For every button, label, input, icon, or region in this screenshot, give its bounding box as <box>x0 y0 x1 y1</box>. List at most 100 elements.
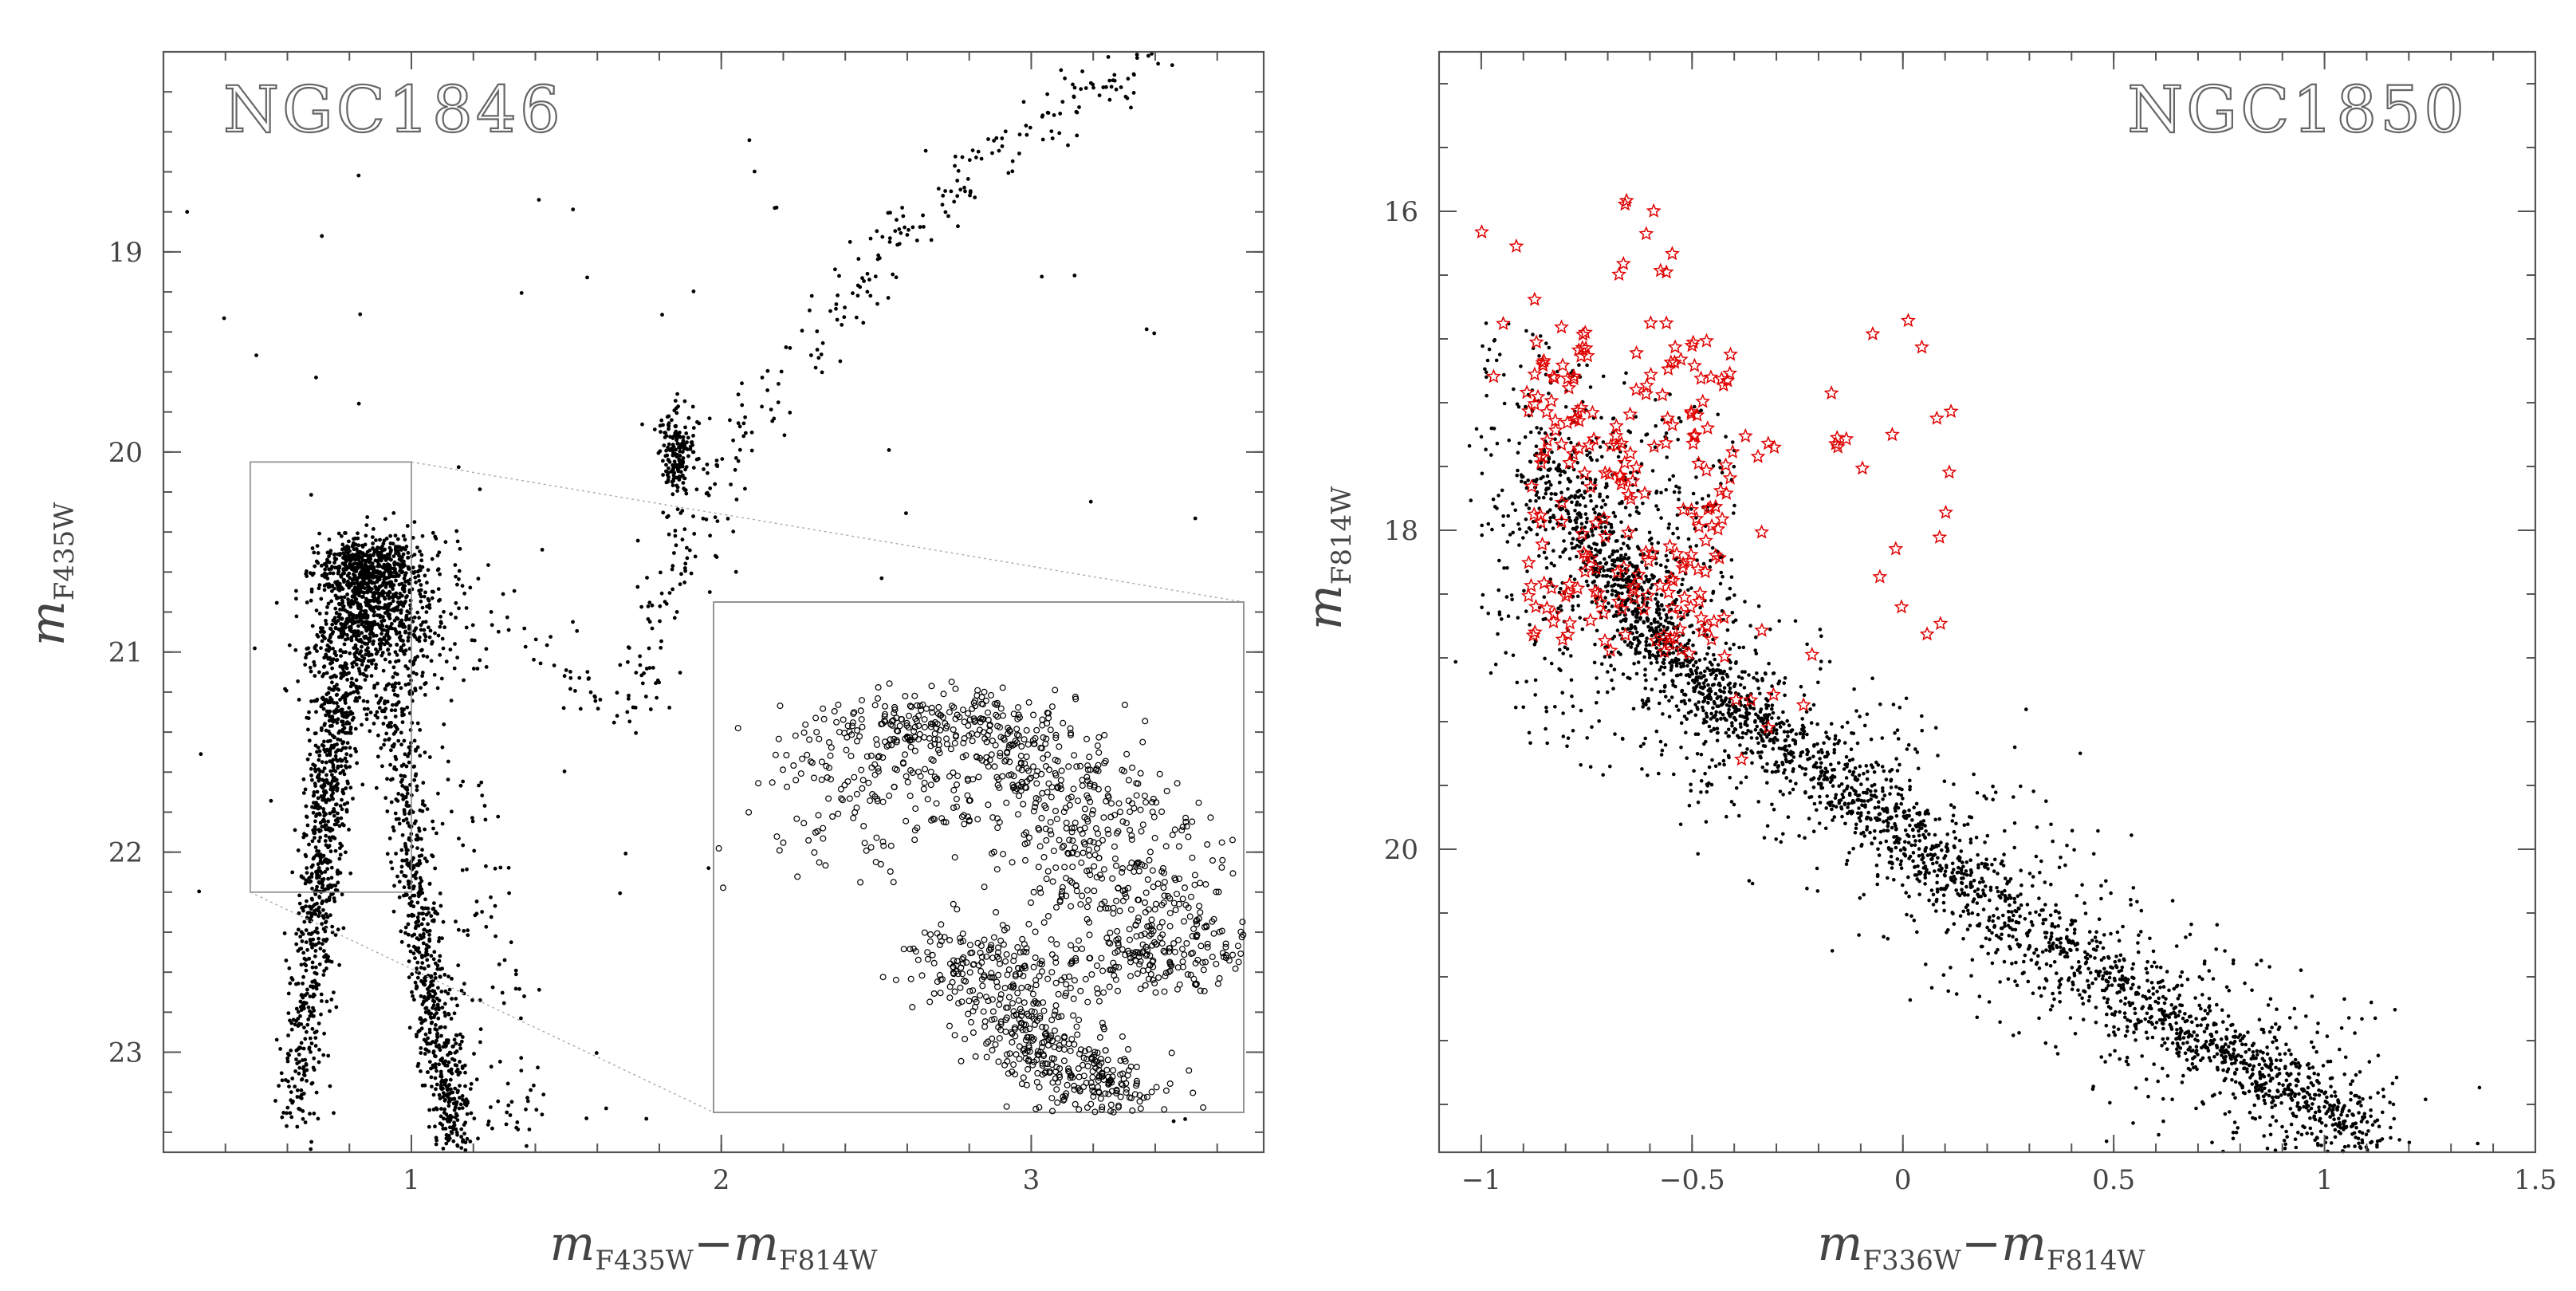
data-point-rgb <box>1017 152 1021 155</box>
data-point-ms <box>431 957 436 962</box>
data-point-ms <box>396 738 401 743</box>
data-point-ms <box>448 1113 453 1118</box>
data-point-red-clump <box>675 453 679 457</box>
data-point-ms <box>304 572 309 577</box>
data-point-ms <box>317 914 321 919</box>
data-point-ms <box>324 622 328 626</box>
data-point-ms <box>368 554 373 559</box>
data-point-field <box>484 665 489 669</box>
data-point-ms-binary <box>360 663 364 667</box>
data-point-rgb <box>765 368 770 373</box>
data-point-ms <box>317 866 321 870</box>
data-point-ms <box>311 856 316 861</box>
data-point-ms-binary <box>391 511 396 515</box>
data-point-ms <box>287 966 292 970</box>
data-point-ms <box>313 912 318 916</box>
data-point-ms <box>429 974 434 978</box>
data-point-ms <box>406 848 410 852</box>
data-point-ms <box>434 1023 438 1027</box>
data-point-ms <box>317 754 322 758</box>
data-point-ms <box>338 841 343 846</box>
data-point-ms <box>312 1056 317 1061</box>
data-point-ms <box>316 1116 321 1121</box>
data-point-ms <box>309 932 313 936</box>
data-point-ms <box>358 584 363 588</box>
data-point-ms <box>337 856 342 861</box>
data-point-ms <box>431 1050 436 1055</box>
data-point-ms <box>427 1060 432 1064</box>
data-point-rgb <box>639 673 644 678</box>
data-point-ms <box>313 1044 318 1048</box>
data-point-ms <box>305 947 309 952</box>
data-point-ms <box>322 1031 326 1036</box>
data-point-ms-binary <box>435 553 440 558</box>
data-point-ms <box>445 1088 450 1092</box>
data-point-ms <box>317 612 322 616</box>
data-point-ms <box>411 886 415 891</box>
data-point-ms <box>435 966 440 971</box>
data-point-ms <box>397 880 402 884</box>
data-point-ms <box>360 580 365 584</box>
data-point-ms-binary <box>529 1088 533 1092</box>
data-point-ms-binary <box>435 686 440 691</box>
data-point-ms-binary <box>423 827 427 832</box>
data-point-ms-binary <box>376 754 380 759</box>
data-point-rgb <box>1049 129 1054 134</box>
data-point-ms <box>353 726 358 731</box>
data-point-ms <box>304 655 308 660</box>
data-point-ms-binary <box>379 605 383 610</box>
data-point-ms <box>431 1040 435 1044</box>
data-point-rgb <box>868 236 873 241</box>
data-point-ms <box>317 982 321 987</box>
data-point-ms-binary <box>466 933 470 938</box>
data-point-ms-binary <box>442 625 446 630</box>
data-point-ms <box>341 791 346 796</box>
data-point-rgb <box>1072 95 1076 100</box>
data-point-ms <box>330 565 334 569</box>
data-point-ms-binary <box>398 602 402 606</box>
data-point-ms <box>452 1011 457 1016</box>
data-point-ms <box>317 670 321 675</box>
data-point-sgb <box>562 674 567 679</box>
data-point-rgb <box>737 424 742 429</box>
data-point-rgb <box>1107 78 1112 83</box>
data-point-ms <box>459 1127 464 1132</box>
data-point-red-clump <box>682 399 687 403</box>
data-point-ms <box>426 922 430 927</box>
data-point-ms <box>314 699 319 703</box>
data-point-rgb <box>638 663 643 667</box>
data-point-ms <box>450 1045 455 1049</box>
data-point-ms <box>419 553 424 557</box>
data-point-ms <box>324 800 328 805</box>
data-point-ms <box>370 661 374 666</box>
data-point-ms <box>309 879 313 884</box>
data-point-ms <box>427 1108 431 1112</box>
data-point-ms-binary <box>506 1103 511 1108</box>
data-point-ms <box>406 913 411 918</box>
data-point-ms-binary <box>500 990 505 995</box>
data-point-ms <box>313 1030 317 1035</box>
data-point-ms <box>385 562 390 566</box>
data-point-ms <box>342 772 347 777</box>
data-point-ms <box>444 1132 449 1137</box>
data-point-ms <box>335 721 340 725</box>
data-point-ms <box>363 678 368 682</box>
data-point-ms <box>322 584 327 588</box>
data-point-ms-binary <box>506 865 511 870</box>
data-point-rgb <box>679 572 683 577</box>
data-point-rgb <box>1006 171 1011 175</box>
data-point-ms <box>400 777 404 782</box>
data-point-ms <box>385 699 390 704</box>
data-point-ms-binary <box>442 609 446 614</box>
data-point-ms <box>362 624 367 629</box>
data-point-ms <box>417 911 421 916</box>
data-point-ms-binary <box>411 632 416 637</box>
data-point-ms <box>384 731 389 736</box>
data-point-ms <box>341 551 345 556</box>
data-point-ms <box>297 1021 301 1026</box>
data-point-ms <box>439 1114 443 1119</box>
data-point-ms <box>391 703 395 707</box>
data-point-ms-binary <box>430 640 435 644</box>
data-point-ms-binary <box>457 577 461 581</box>
data-point-ms <box>437 939 441 943</box>
